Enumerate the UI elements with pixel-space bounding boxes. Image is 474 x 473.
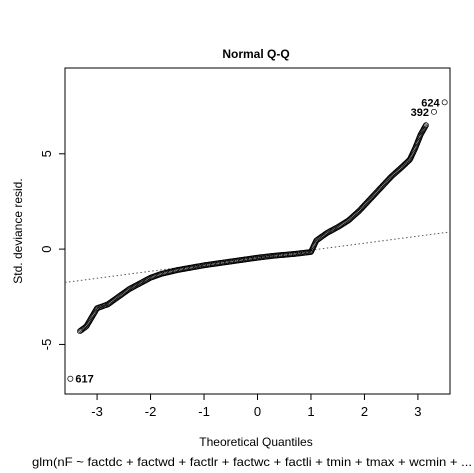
point-label: 392 [411, 107, 429, 119]
x-axis: -3 -2 -1 0 1 2 3 [91, 393, 422, 419]
y-axis: -5 0 5 [39, 150, 65, 350]
residual-point [406, 157, 412, 164]
residual-point [422, 123, 429, 130]
plot-frame [64, 67, 451, 395]
y-tick-label: 5 [39, 150, 54, 157]
point-label: 617 [75, 374, 93, 386]
y-axis-label: Std. deviance resid. [11, 178, 25, 283]
labeled-point [441, 99, 448, 106]
x-tick-label: -1 [198, 404, 210, 419]
x-tick-label: -3 [91, 404, 103, 419]
x-tick-label: 3 [414, 404, 421, 419]
x-tick-label: 0 [254, 404, 261, 419]
y-tick-label: 0 [39, 245, 54, 252]
residual-point [93, 306, 100, 313]
residual-point [422, 122, 429, 129]
x-tick-label: -2 [145, 404, 157, 419]
labeled-point [431, 108, 437, 115]
labeled-point [67, 375, 74, 382]
point-label: 624 [421, 97, 440, 109]
x-tick-label: 2 [361, 404, 368, 419]
x-axis-label: Theoretical Quantiles [199, 435, 312, 449]
residual-points [67, 99, 448, 382]
x-tick-label: 1 [307, 404, 314, 419]
y-tick-label: -5 [39, 339, 54, 351]
chart-title: Normal Q-Q [222, 47, 289, 61]
model-caption: glm(nF ~ factdc + factwd + factlr + fact… [32, 455, 472, 469]
reference-line [64, 231, 451, 283]
